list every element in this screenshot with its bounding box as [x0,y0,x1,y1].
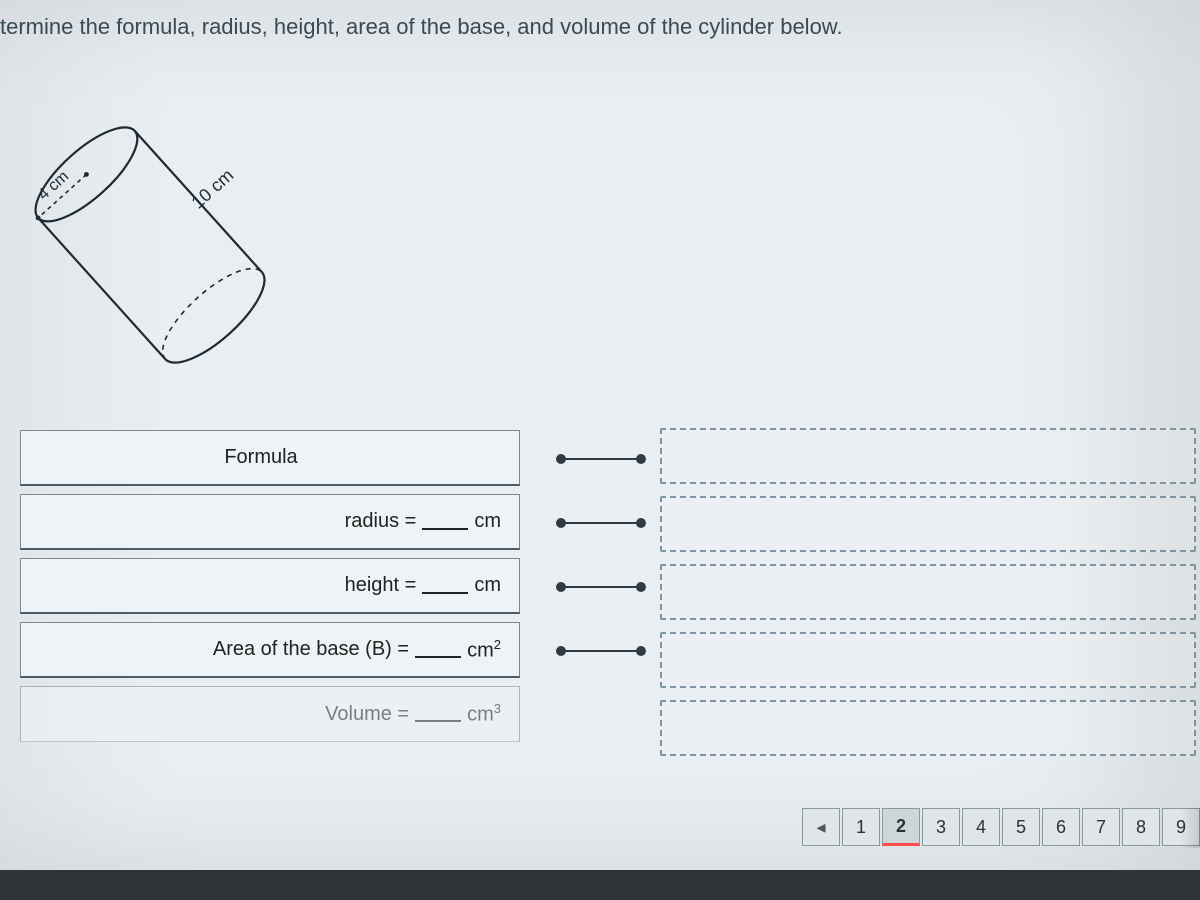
screen-edge-shadow [1180,808,1200,848]
question-text: termine the formula, radius, height, are… [0,14,843,40]
pager-page-1[interactable]: 1 [842,808,880,846]
monitor-frame: termine the formula, radius, height, are… [0,0,1200,900]
blank-input[interactable] [415,642,461,658]
match-connectors [556,436,646,736]
row-unit: cm2 [467,637,501,663]
match-pair[interactable] [556,628,646,692]
pager-page-2[interactable]: 2 [882,808,920,846]
blank-input[interactable] [422,514,468,530]
blank-input[interactable] [422,578,468,594]
row-label: Area of the base (B) = [213,638,409,661]
cylinder-diagram: 4 cm 10 cm [0,70,320,410]
drop-target[interactable] [660,564,1196,620]
height-label: 10 cm [188,165,238,213]
row-unit: cm [474,574,501,597]
pager-prev[interactable]: ◂ [802,808,840,846]
drop-target[interactable] [660,700,1196,756]
pager-page-4[interactable]: 4 [962,808,1000,846]
row-volume[interactable]: Volume = cm3 [20,686,520,742]
pager-page-3[interactable]: 3 [922,808,960,846]
row-label: Formula [224,446,297,469]
row-formula[interactable]: Formula [20,430,520,486]
match-pair[interactable] [556,564,646,628]
pager-page-8[interactable]: 8 [1122,808,1160,846]
pager-page-7[interactable]: 7 [1082,808,1120,846]
row-label: Volume = [325,703,409,726]
match-pair[interactable] [556,436,646,500]
row-radius[interactable]: radius = cm [20,494,520,550]
radius-label: 4 cm [35,168,72,204]
row-unit: cm3 [467,701,501,727]
row-base-area[interactable]: Area of the base (B) = cm2 [20,622,520,678]
drop-targets [660,428,1196,748]
drop-target[interactable] [660,632,1196,688]
monitor-bezel [0,870,1200,900]
blank-input[interactable] [415,706,461,722]
match-pair[interactable] [556,500,646,564]
pager-page-5[interactable]: 5 [1002,808,1040,846]
row-unit: cm [474,510,501,533]
drop-target[interactable] [660,428,1196,484]
pagination: ◂ 1 2 3 4 5 6 7 8 9 [802,808,1200,848]
row-height[interactable]: height = cm [20,558,520,614]
drop-target[interactable] [660,496,1196,552]
worksheet-screen: termine the formula, radius, height, are… [0,0,1200,870]
pager-page-6[interactable]: 6 [1042,808,1080,846]
row-label: height = [345,574,417,597]
row-label: radius = [345,510,417,533]
fill-in-rows: Formula radius = cm height = cm Area of … [20,430,520,750]
